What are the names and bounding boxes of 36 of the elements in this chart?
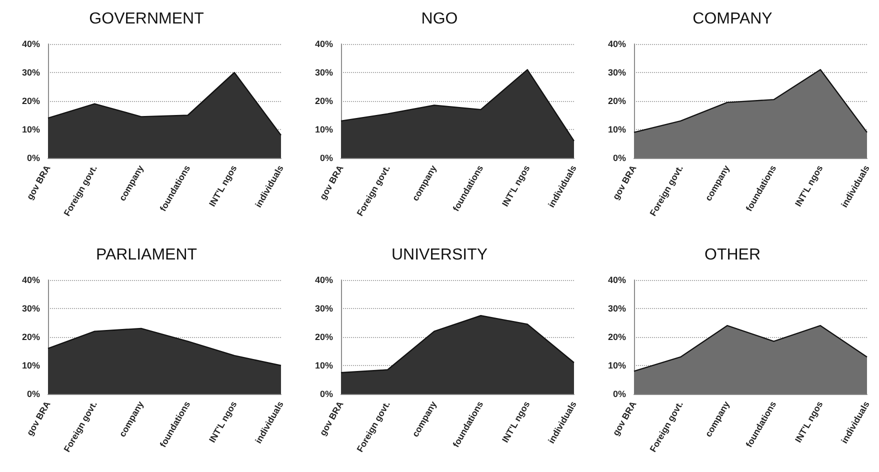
y-tick-label: 20% bbox=[22, 96, 40, 106]
chart-title: COMPANY bbox=[692, 10, 773, 28]
y-tick-label: 20% bbox=[314, 96, 333, 106]
y-tick-label: 10% bbox=[314, 360, 333, 370]
y-tick-label: 40% bbox=[608, 39, 626, 49]
chart-title: OTHER bbox=[704, 246, 760, 264]
y-tick-label: 0% bbox=[612, 389, 626, 399]
y-tick-label: 40% bbox=[314, 275, 333, 285]
y-tick-label: 0% bbox=[320, 153, 333, 163]
y-tick-label: 30% bbox=[22, 68, 40, 78]
y-tick-label: 10% bbox=[22, 124, 40, 134]
chart-title: PARLIAMENT bbox=[96, 246, 198, 264]
y-tick-label: 0% bbox=[612, 153, 626, 163]
y-tick-label: 20% bbox=[314, 332, 333, 342]
y-tick-label: 20% bbox=[608, 96, 626, 106]
y-tick-label: 0% bbox=[320, 389, 333, 399]
y-tick-label: 10% bbox=[608, 124, 626, 134]
y-tick-label: 40% bbox=[22, 275, 40, 285]
y-tick-label: 30% bbox=[608, 304, 626, 314]
y-tick-label: 0% bbox=[26, 389, 40, 399]
chart-title: GOVERNMENT bbox=[89, 10, 204, 28]
y-tick-label: 10% bbox=[608, 360, 626, 370]
y-tick-label: 30% bbox=[608, 68, 626, 78]
y-tick-label: 20% bbox=[22, 332, 40, 342]
y-tick-label: 40% bbox=[608, 275, 626, 285]
y-tick-label: 30% bbox=[314, 68, 333, 78]
y-tick-label: 10% bbox=[22, 360, 40, 370]
y-tick-label: 30% bbox=[314, 304, 333, 314]
y-tick-label: 30% bbox=[22, 304, 40, 314]
y-tick-label: 40% bbox=[314, 39, 333, 49]
y-tick-label: 0% bbox=[26, 153, 40, 163]
chart-title: NGO bbox=[421, 10, 458, 28]
y-tick-label: 10% bbox=[314, 124, 333, 134]
y-tick-label: 20% bbox=[608, 332, 626, 342]
y-tick-label: 40% bbox=[22, 39, 40, 49]
chart-title: UNIVERSITY bbox=[391, 246, 488, 264]
